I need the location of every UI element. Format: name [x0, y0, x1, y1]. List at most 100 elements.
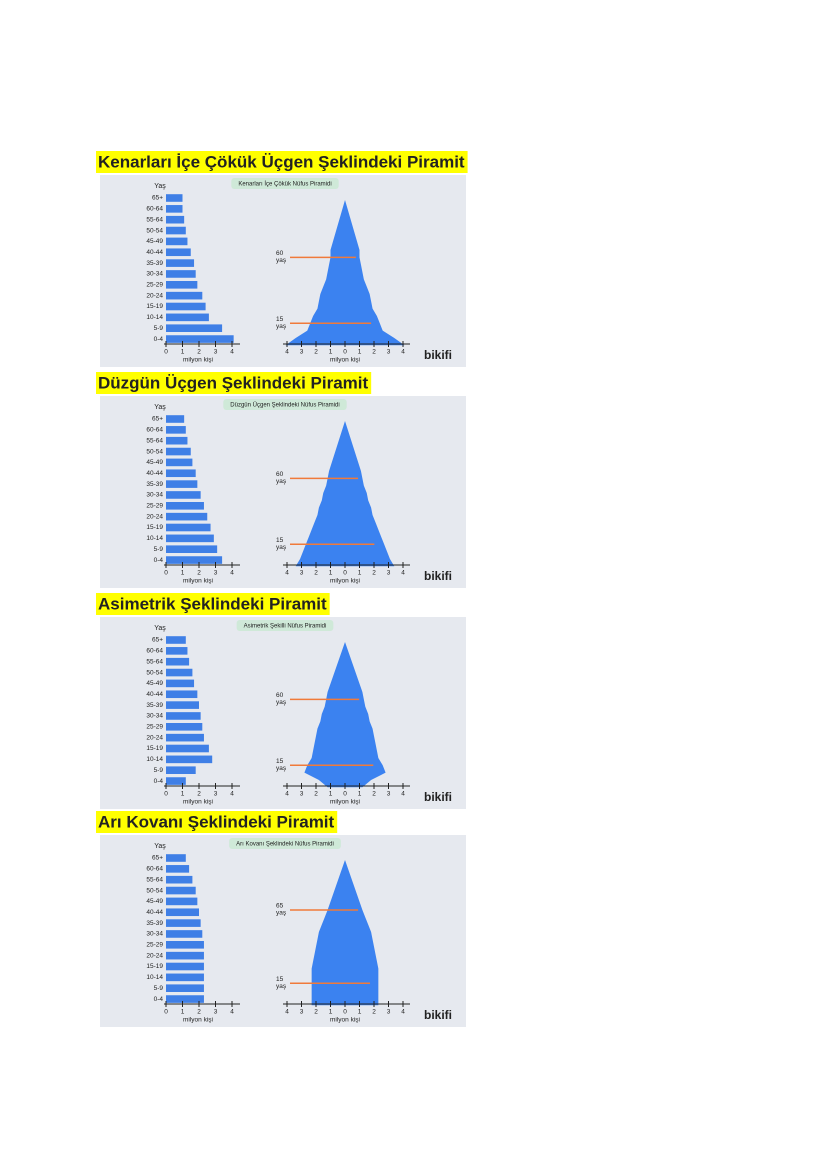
age-label: 15: [276, 316, 284, 323]
bar: [166, 951, 204, 960]
category-label: 10-14: [146, 756, 163, 763]
category-label: 65+: [152, 637, 163, 644]
y-axis-label: Yaş: [154, 625, 166, 632]
y-axis-label: Yaş: [154, 843, 166, 850]
bar: [166, 886, 196, 895]
bar: [166, 545, 218, 553]
panel-background: [100, 835, 466, 1027]
x-axis-label: milyon kişi: [183, 578, 213, 585]
pyramid-tick-label: 0: [343, 1009, 347, 1016]
bar: [166, 973, 204, 982]
bar: [166, 215, 185, 224]
category-label: 15-19: [146, 524, 163, 531]
x-tick-label: 2: [197, 349, 201, 356]
bar: [166, 930, 203, 938]
y-axis-label: Yaş: [154, 183, 166, 190]
bar: [166, 690, 198, 699]
category-label: 60-64: [146, 866, 163, 873]
pyramid-tick-label: 0: [343, 349, 347, 356]
category-label: 10-14: [146, 314, 163, 321]
pyramid-tick-label: 2: [314, 791, 318, 798]
bar: [166, 248, 191, 257]
brand-logo: bikifi: [424, 1008, 452, 1022]
x-tick-label: 4: [230, 349, 234, 356]
bar: [166, 755, 213, 764]
pyramid-tick-label: 4: [401, 1009, 405, 1016]
x-tick-label: 1: [181, 1009, 185, 1016]
bar: [166, 984, 204, 992]
category-label: 30-34: [146, 713, 163, 720]
pyramid-axis-label: milyon kişi: [330, 357, 360, 364]
bar: [166, 302, 206, 311]
pyramid-tick-label: 2: [314, 1009, 318, 1016]
age-unit: yaş: [276, 544, 287, 551]
heading-highlight: [96, 372, 372, 394]
x-tick-label: 2: [197, 1009, 201, 1016]
category-label: 40-44: [146, 909, 163, 916]
x-tick-label: 0: [164, 791, 168, 798]
category-label: 30-34: [146, 271, 163, 278]
brand-logo: bikifi: [424, 348, 452, 362]
pyramid-tick-label: 3: [300, 349, 304, 356]
title-banner: [229, 838, 341, 849]
x-tick-label: 4: [230, 1009, 234, 1016]
bar: [166, 480, 198, 488]
title-banner: [236, 620, 334, 631]
pyramid-tick-label: 4: [285, 349, 289, 356]
bar: [166, 733, 204, 742]
category-label: 0-4: [154, 557, 164, 564]
pyramid-tick-label: 4: [401, 791, 405, 798]
bar: [166, 995, 204, 1003]
x-tick-label: 4: [230, 570, 234, 577]
bar: [166, 415, 185, 423]
category-label: 55-64: [146, 216, 163, 223]
x-tick-label: 3: [214, 1009, 218, 1016]
category-label: 50-54: [146, 448, 163, 455]
category-label: 35-39: [146, 702, 163, 709]
category-label: 65+: [152, 416, 163, 423]
panel-background: [100, 396, 466, 588]
bar: [166, 512, 208, 521]
bar: [166, 324, 223, 332]
bar: [166, 897, 198, 906]
bar: [166, 908, 199, 917]
category-label: 0-4: [154, 336, 164, 343]
bar: [166, 962, 204, 971]
age-label: 15: [276, 537, 284, 544]
age-unit: yaş: [276, 699, 287, 706]
pyramid-tick-label: 1: [358, 349, 362, 356]
category-label: 55-64: [146, 876, 163, 883]
bar: [166, 335, 234, 343]
category-label: 35-39: [146, 920, 163, 927]
age-label: 15: [276, 976, 284, 983]
category-label: 60-64: [146, 427, 163, 434]
category-label: 55-64: [146, 658, 163, 665]
pyramid-axis-label: milyon kişi: [330, 578, 360, 585]
bar: [166, 744, 209, 753]
pyramid-tick-label: 2: [372, 1009, 376, 1016]
bar: [166, 523, 211, 532]
category-label: 35-39: [146, 481, 163, 488]
category-label: 25-29: [146, 942, 163, 949]
age-label: 60: [276, 692, 284, 699]
category-label: 20-24: [146, 734, 163, 741]
bar: [166, 469, 196, 478]
category-label: 20-24: [146, 292, 163, 299]
heading-highlight: [96, 811, 338, 833]
age-unit: yaş: [276, 765, 287, 772]
bar: [166, 919, 201, 927]
bar: [166, 491, 201, 499]
category-label: 15-19: [146, 303, 163, 310]
bar: [166, 281, 198, 289]
pyramid-tick-label: 4: [285, 570, 289, 577]
category-label: 10-14: [146, 535, 163, 542]
pyramid-axis-label: milyon kişi: [330, 799, 360, 806]
bar: [166, 458, 193, 467]
x-tick-label: 1: [181, 349, 185, 356]
bar: [166, 205, 183, 213]
category-label: 60-64: [146, 206, 163, 213]
bar: [166, 657, 190, 666]
pyramid-tick-label: 1: [329, 791, 333, 798]
category-label: 5-9: [154, 325, 164, 332]
